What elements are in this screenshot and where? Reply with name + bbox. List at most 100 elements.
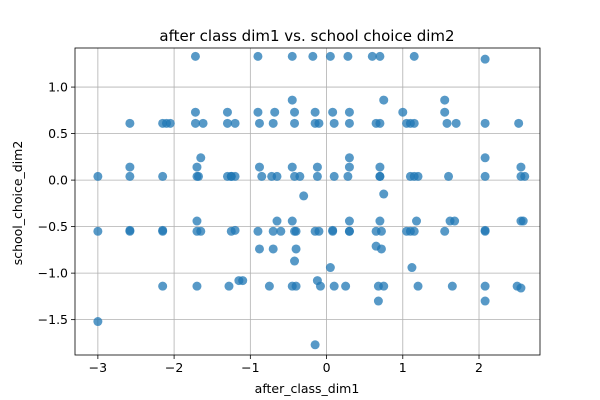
data-point [308,51,318,61]
data-point [93,171,103,181]
data-point [407,263,417,273]
data-point [440,107,450,117]
data-point [480,225,490,235]
data-point [480,54,490,64]
data-point [516,162,526,172]
x-tick-label: 0 [323,360,331,375]
data-point [295,171,305,181]
data-point [413,281,423,291]
data-point [367,51,377,61]
data-point [325,263,335,273]
data-point [520,171,530,181]
data-point [299,191,309,201]
data-point [125,162,135,172]
y-tick-label: 0.5 [48,126,68,141]
data-point [192,281,202,291]
data-point [192,162,202,172]
y-tick-label: −1.5 [38,312,68,327]
data-point [480,281,490,291]
data-point [158,226,168,236]
data-point [373,281,383,291]
data-point [276,226,286,236]
data-point [329,118,339,128]
data-point [290,118,300,128]
data-point [125,171,135,181]
data-point [398,107,408,117]
data-point [222,107,232,117]
data-point [291,244,301,254]
data-point [344,226,354,236]
data-point [518,216,528,226]
x-tick-label: 2 [475,360,483,375]
data-point [190,107,200,117]
x-axis-label: after_class_dim1 [255,381,360,396]
data-point [267,171,277,181]
data-point [230,118,240,128]
data-point [514,118,524,128]
data-point [413,171,423,181]
data-point [192,171,202,181]
x-tick-label: 1 [399,360,407,375]
x-tick-label: −1 [241,360,259,375]
data-point [315,281,325,291]
data-point [444,171,454,181]
data-point [93,226,103,236]
data-point [375,171,385,181]
data-point [329,281,339,291]
data-point [158,281,168,291]
data-point [290,256,300,266]
data-point [254,118,264,128]
data-point [290,226,300,236]
data-point [230,225,240,235]
data-point [375,51,385,61]
chart-title: after class dim1 vs. school choice dim2 [159,27,454,45]
data-point [190,118,200,128]
data-point [480,171,490,181]
data-point [314,226,324,236]
data-point [328,226,338,236]
data-point [516,283,526,293]
data-point [379,95,389,105]
data-point [325,51,335,61]
data-point [158,171,168,181]
data-point [480,118,490,128]
data-point [344,107,354,117]
data-point [310,340,320,350]
data-point [344,118,354,128]
data-point [312,171,322,181]
data-point [264,281,274,291]
data-point [165,118,175,128]
data-point [442,118,452,128]
data-point [328,107,338,117]
data-point [253,107,263,117]
data-point [341,281,351,291]
data-point [268,226,278,236]
y-tick-label: 1.0 [48,80,68,95]
data-point [196,226,206,236]
x-tick-label: −2 [165,360,183,375]
y-tick-label: −1.0 [38,266,68,281]
data-points [93,51,530,350]
data-point [287,162,297,172]
data-point [290,107,300,117]
data-point [287,216,297,226]
plot-frame [74,47,541,356]
data-point [125,118,135,128]
data-point [375,118,385,128]
data-point [93,317,103,327]
data-point [254,244,264,254]
y-tick-label: −0.5 [38,219,68,234]
data-point [450,216,460,226]
data-point [224,281,234,291]
data-point [190,51,200,61]
data-point [409,118,419,128]
data-point [254,162,264,172]
data-point [344,216,354,226]
data-point [447,281,457,291]
data-point [192,216,202,226]
y-tick-label: 0.0 [48,173,68,188]
data-point [257,171,267,181]
axis-ticks: −3 −2 −1 0 1 2 −1.5 −1.0 −0.5 0.0 0.5 1.0 [38,80,483,375]
